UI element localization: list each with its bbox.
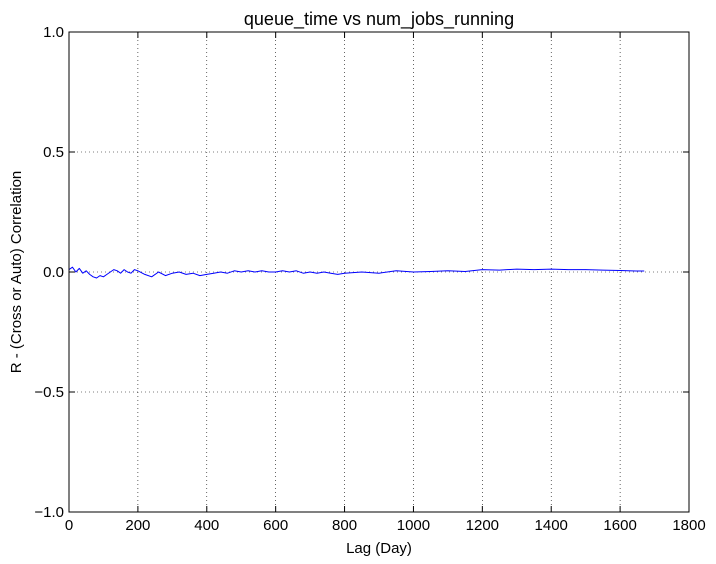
x-tick-label: 400 — [194, 517, 219, 534]
x-tick-label: 1000 — [397, 517, 430, 534]
x-tick-label: 600 — [263, 517, 288, 534]
y-tick-labels: −1.0 −0.5 0.0 0.5 1.0 — [34, 24, 64, 521]
y-tick-label: 1.0 — [43, 24, 64, 41]
y-tick-label: 0.5 — [43, 144, 64, 161]
x-tick-label: 1600 — [603, 517, 636, 534]
x-tick-label: 800 — [332, 517, 357, 534]
x-tick-label: 1200 — [466, 517, 499, 534]
chart-title: queue_time vs num_jobs_running — [244, 9, 514, 30]
y-tick-label: −0.5 — [34, 384, 64, 401]
x-tick-label: 0 — [65, 517, 73, 534]
plot-frame — [68, 31, 690, 513]
y-tick-label: 0.0 — [43, 264, 64, 281]
x-tick-label: 200 — [125, 517, 150, 534]
x-tick-label: 1800 — [672, 517, 705, 534]
y-tick-label: −1.0 — [34, 504, 64, 521]
x-tick-labels: 0 200 400 600 800 1000 1200 1400 1600 1800 — [65, 517, 706, 534]
x-axis-title: Lag (Day) — [346, 540, 412, 557]
series-line-0 — [68, 266, 645, 279]
x-tick-label: 1400 — [535, 517, 568, 534]
series-layer — [68, 266, 645, 279]
y-axis-title: R - (Cross or Auto) Correlation — [8, 171, 25, 374]
